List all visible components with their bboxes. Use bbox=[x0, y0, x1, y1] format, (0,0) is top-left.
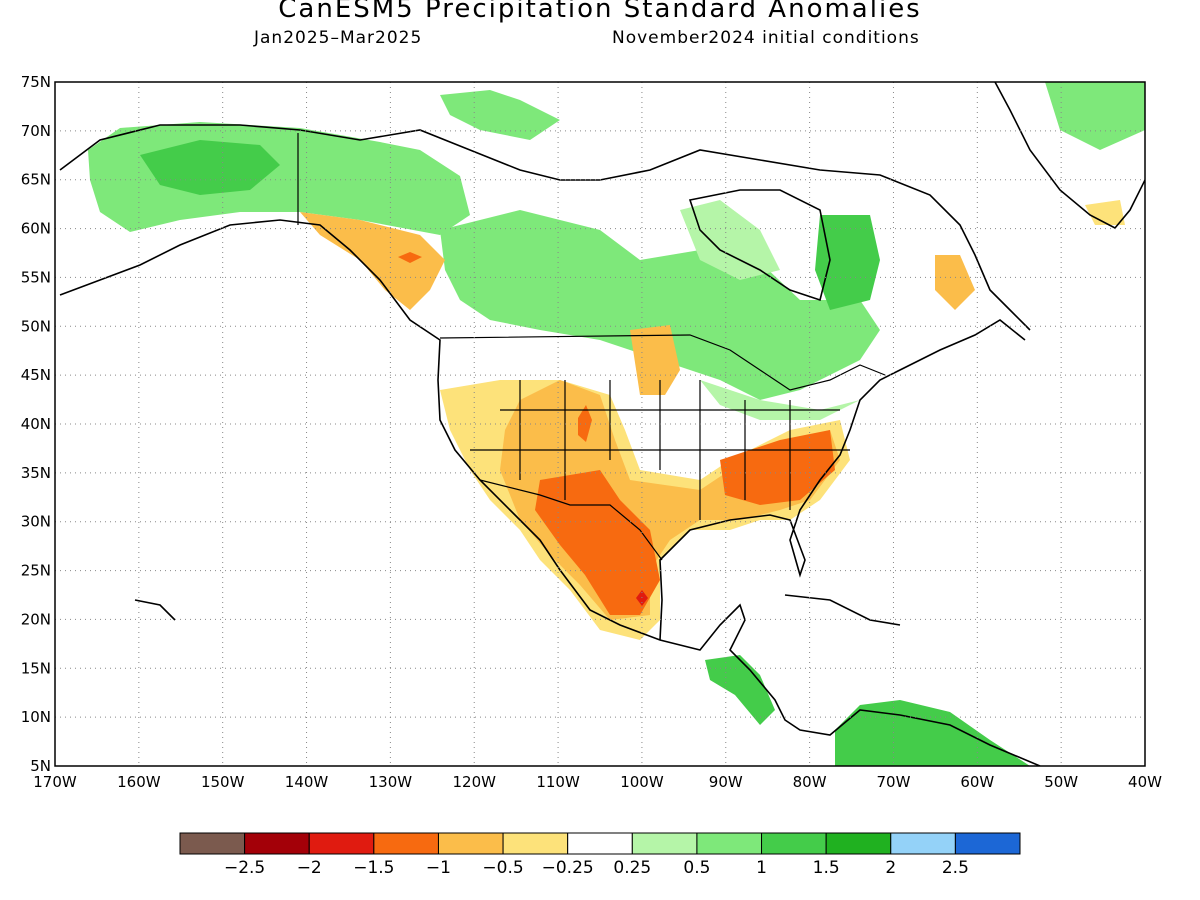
colorbar-swatch bbox=[954, 832, 1021, 855]
coastline-hawaii bbox=[134, 599, 176, 621]
colorbar-label: 2.5 bbox=[942, 858, 969, 878]
colorbar-swatch bbox=[890, 832, 956, 855]
colorbar-swatch bbox=[567, 832, 633, 855]
colorbar: −2.5 −2 −1.5 −1 −0.5 −0.25 0.25 0.5 1 1.5 2 2.5 bbox=[179, 832, 1021, 878]
lat-tick-label: 15N bbox=[21, 659, 51, 677]
coastline-gulf bbox=[659, 319, 1026, 641]
anomaly-dry-southeast-core bbox=[720, 430, 835, 505]
lon-tick-label: 90W bbox=[709, 773, 743, 791]
colorbar-label: 1.5 bbox=[813, 858, 840, 878]
map-title: CanESM5 Precipitation Standard Anomalies bbox=[278, 0, 922, 24]
map-frame bbox=[54, 81, 1146, 767]
lon-tick-label: 80W bbox=[793, 773, 827, 791]
colorbar-swatch bbox=[244, 832, 310, 855]
coastline-greenland bbox=[994, 82, 1145, 230]
anomaly-wet-alaska-core bbox=[140, 140, 280, 195]
lat-tick-label: 50N bbox=[21, 317, 51, 335]
lon-tick-label: 110W bbox=[536, 773, 580, 791]
lat-tick-label: 75N bbox=[21, 73, 51, 91]
colorbar-label: −1 bbox=[426, 858, 451, 878]
longitude-axis: 170W 160W 150W 140W 130W 120W 110W 100W 90W 80W 70… bbox=[33, 773, 1162, 791]
colorbar-label: −2 bbox=[297, 858, 322, 878]
colorbar-swatch bbox=[502, 832, 569, 855]
border-us-mexico bbox=[479, 479, 663, 561]
colorbar-label: 0.5 bbox=[683, 858, 710, 878]
colorbar-swatch bbox=[761, 832, 827, 855]
colorbar-label: 2 bbox=[885, 858, 896, 878]
anomaly-wet-central-america bbox=[705, 655, 775, 725]
lon-tick-label: 120W bbox=[452, 773, 496, 791]
colorbar-label: −1.5 bbox=[353, 858, 394, 878]
anomaly-dry-nebraska bbox=[630, 325, 680, 395]
colorbar-swatch bbox=[308, 832, 375, 855]
lat-tick-label: 70N bbox=[21, 122, 51, 140]
lat-tick-label: 65N bbox=[21, 171, 51, 189]
lon-tick-label: 170W bbox=[33, 773, 77, 791]
lat-tick-label: 40N bbox=[21, 415, 51, 433]
initial-conditions-label: November2024 initial conditions bbox=[612, 28, 920, 48]
anomaly-wet-arctic bbox=[440, 90, 560, 140]
coastlines bbox=[59, 82, 1145, 766]
anomaly-wet-alaska bbox=[88, 122, 470, 235]
lon-tick-label: 150W bbox=[201, 773, 245, 791]
anomaly-wet-south-america bbox=[835, 700, 1030, 766]
lon-tick-label: 60W bbox=[960, 773, 994, 791]
anomaly-peak-bc bbox=[398, 252, 422, 263]
latitude-axis: 75N 70N 65N 60N 55N 50N 45N 40N 35N 30N 25N 20N 15N 1… bbox=[21, 73, 51, 775]
border-us-canada bbox=[439, 334, 886, 391]
colorbar-label: −0.25 bbox=[542, 858, 594, 878]
colorbar-swatch bbox=[696, 832, 763, 855]
lat-tick-label: 10N bbox=[21, 708, 51, 726]
coastline-north-america bbox=[59, 219, 1041, 766]
lat-tick-label: 55N bbox=[21, 268, 51, 286]
coastline-hudson bbox=[688, 189, 831, 302]
anomaly-wet-canada bbox=[440, 210, 880, 400]
lat-tick-label: 35N bbox=[21, 464, 51, 482]
forecast-period: Jan2025–Mar2025 bbox=[254, 28, 423, 48]
colorbar-swatch bbox=[631, 832, 698, 855]
colorbar-swatch bbox=[825, 832, 892, 855]
colorbar-swatch bbox=[179, 832, 246, 855]
lon-tick-label: 130W bbox=[369, 773, 413, 791]
anomaly-wet-greenland bbox=[1045, 82, 1145, 150]
anomaly-dry-mexico-core bbox=[535, 470, 660, 615]
anomaly-dry-pacific-nw bbox=[300, 212, 445, 310]
lat-tick-label: 5N bbox=[30, 757, 51, 775]
anomaly-field bbox=[88, 82, 1145, 766]
lat-tick-label: 20N bbox=[21, 610, 51, 628]
lon-tick-label: 70W bbox=[877, 773, 911, 791]
political-boundaries bbox=[297, 133, 886, 561]
anomaly-wet-quebec bbox=[680, 200, 780, 280]
anomaly-dry-greenland bbox=[1085, 200, 1125, 225]
colorbar-swatch bbox=[373, 832, 439, 855]
lon-tick-label: 40W bbox=[1128, 773, 1162, 791]
lat-tick-label: 60N bbox=[21, 220, 51, 238]
coastline-cuba bbox=[784, 594, 901, 626]
colorbar-label: −0.5 bbox=[482, 858, 523, 878]
lon-tick-label: 50W bbox=[1044, 773, 1078, 791]
lon-tick-label: 160W bbox=[117, 773, 161, 791]
anomaly-dry-labrador bbox=[935, 255, 975, 310]
anomaly-wet-canada-core bbox=[815, 215, 880, 310]
colorbar-label: 1 bbox=[756, 858, 767, 878]
lon-tick-label: 100W bbox=[620, 773, 664, 791]
border-us-states bbox=[470, 380, 850, 520]
lon-tick-label: 140W bbox=[285, 773, 329, 791]
lat-tick-label: 45N bbox=[21, 366, 51, 384]
lat-tick-label: 25N bbox=[21, 562, 51, 580]
lat-tick-label: 30N bbox=[21, 513, 51, 531]
colorbar-label: 0.25 bbox=[613, 858, 651, 878]
coastline-alaska-north bbox=[59, 124, 1031, 331]
colorbar-swatch bbox=[437, 832, 504, 855]
colorbar-label: −2.5 bbox=[224, 858, 265, 878]
graticule bbox=[55, 82, 1145, 766]
